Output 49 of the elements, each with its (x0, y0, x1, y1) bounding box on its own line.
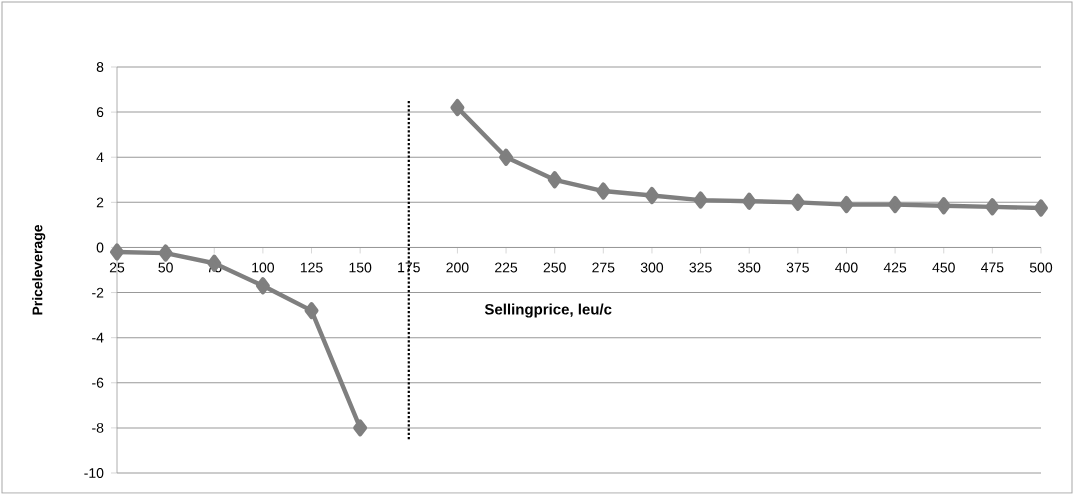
x-tick-label: 500 (1029, 262, 1053, 273)
x-axis-title: Sellingprice, leu/c (484, 303, 612, 318)
y-tick-label: 0 (96, 242, 104, 253)
point (255, 277, 270, 295)
x-tick-label: 450 (932, 262, 955, 273)
point (985, 198, 1000, 216)
y-tick-label: -6 (92, 377, 104, 388)
y-axis-title: Priceleverage (32, 224, 46, 315)
x-tick-label: 375 (786, 262, 809, 273)
point (790, 193, 805, 211)
x-tick-label: 475 (981, 262, 1004, 273)
point (450, 99, 465, 117)
x-tick-label: 50 (158, 262, 173, 273)
x-tick-label: 275 (592, 262, 615, 273)
point (596, 182, 611, 200)
y-tick-label: -10 (84, 468, 104, 478)
x-tick-label: 400 (835, 262, 858, 273)
y-tick-label: 8 (96, 62, 104, 72)
x-tick-label: 225 (495, 262, 518, 273)
point (936, 197, 951, 215)
point (839, 195, 854, 214)
point (644, 186, 659, 205)
point (693, 191, 708, 209)
point (304, 302, 319, 320)
point (547, 171, 562, 189)
point (499, 148, 514, 166)
x-tick-label: 25 (109, 262, 125, 273)
x-tick-label: 350 (738, 262, 761, 273)
point (110, 243, 124, 261)
y-tick-label: 4 (96, 152, 104, 163)
point (742, 192, 757, 210)
y-tick-label: -8 (92, 422, 104, 433)
x-tick-label: 325 (689, 262, 712, 273)
point (158, 244, 173, 262)
y-tick-label: 2 (96, 197, 104, 208)
point (1034, 199, 1048, 217)
x-tick-label: 250 (543, 262, 566, 273)
x-tick-label: 125 (300, 262, 323, 273)
y-tick-label: 6 (96, 107, 104, 118)
x-tick-label: 300 (640, 262, 664, 273)
point (353, 419, 368, 437)
x-tick-label: 100 (252, 262, 275, 273)
y-tick-label: -4 (92, 332, 104, 343)
x-tick-label: 200 (446, 262, 469, 273)
x-tick-label: 150 (349, 262, 372, 273)
y-tick-label: -2 (92, 287, 104, 298)
point (888, 195, 903, 214)
x-tick-label: 425 (883, 262, 907, 273)
x-tick-label: 175 (398, 262, 420, 273)
